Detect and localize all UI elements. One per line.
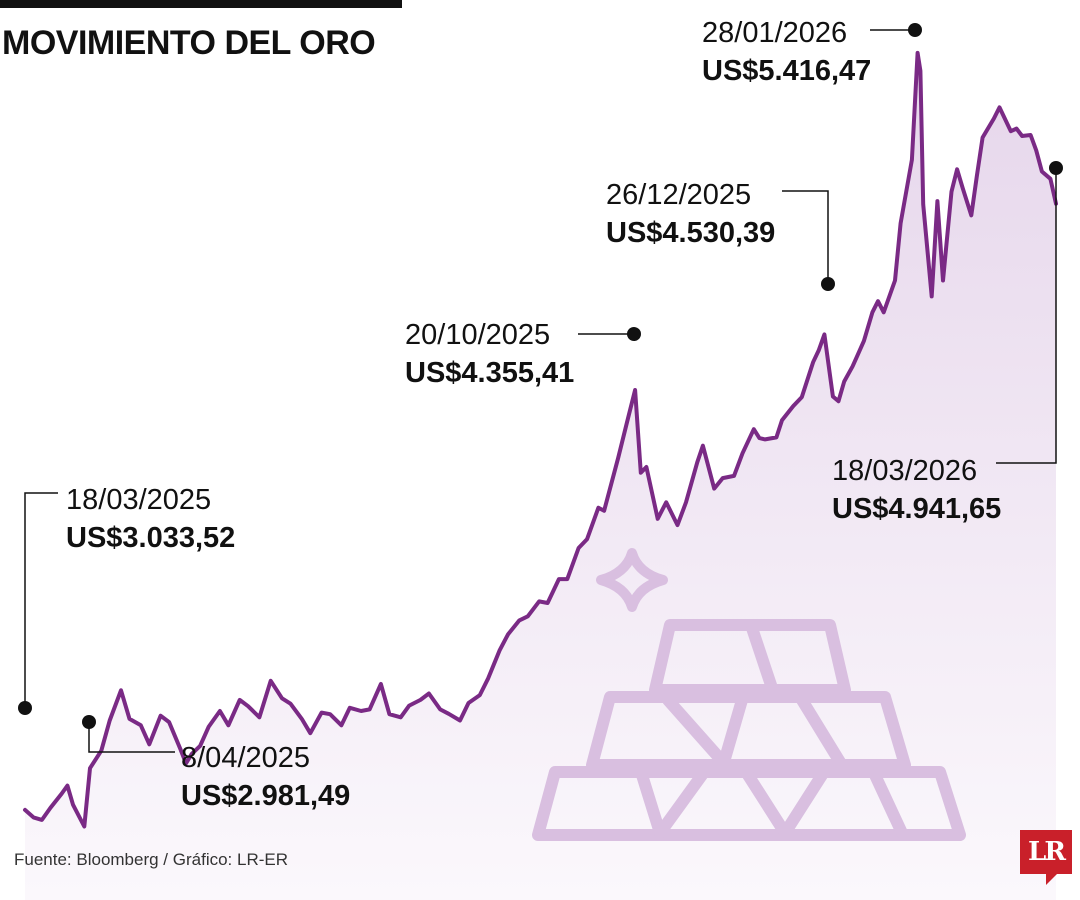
annotation-point-6 (1049, 161, 1063, 175)
price-line (23, 50, 1058, 829)
gold-bars-icon (532, 619, 966, 841)
annotation-value-6: US$4.941,65 (832, 493, 1001, 525)
annotation-value-4: US$4.530,39 (606, 217, 775, 249)
annotation-date-6: 18/03/2026 (832, 455, 977, 487)
lr-logo: LR (1020, 830, 1072, 874)
annotation-point-4 (821, 277, 835, 291)
annotation-leader-2 (88, 722, 175, 753)
annotation-value-5: US$5.416,47 (702, 55, 871, 87)
annotation-point-2 (82, 715, 96, 729)
annotation-date-4: 26/12/2025 (606, 179, 751, 211)
annotation-leader-1 (24, 492, 58, 708)
annotation-value-2: US$2.981,49 (181, 780, 350, 812)
annotation-value-1: US$3.033,52 (66, 522, 235, 554)
annotation-point-3 (627, 327, 641, 341)
annotation-leader-6 (996, 168, 1057, 464)
annotation-value-3: US$4.355,41 (405, 357, 574, 389)
annotation-leader-4 (782, 190, 829, 284)
annotation-date-2: 8/04/2025 (181, 742, 310, 774)
annotation-date-1: 18/03/2025 (66, 484, 211, 516)
annotation-date-5: 28/01/2026 (702, 17, 847, 49)
source-note: Fuente: Bloomberg / Gráfico: LR-ER (14, 850, 289, 869)
annotation-point-1 (18, 701, 32, 715)
lr-logo-tail (1046, 873, 1058, 885)
page-title: MOVIMIENTO DEL ORO (2, 24, 376, 62)
sparkle-icon (596, 548, 668, 612)
annotation-point-5 (908, 23, 922, 37)
title-bar (0, 0, 402, 8)
annotation-date-3: 20/10/2025 (405, 319, 550, 351)
